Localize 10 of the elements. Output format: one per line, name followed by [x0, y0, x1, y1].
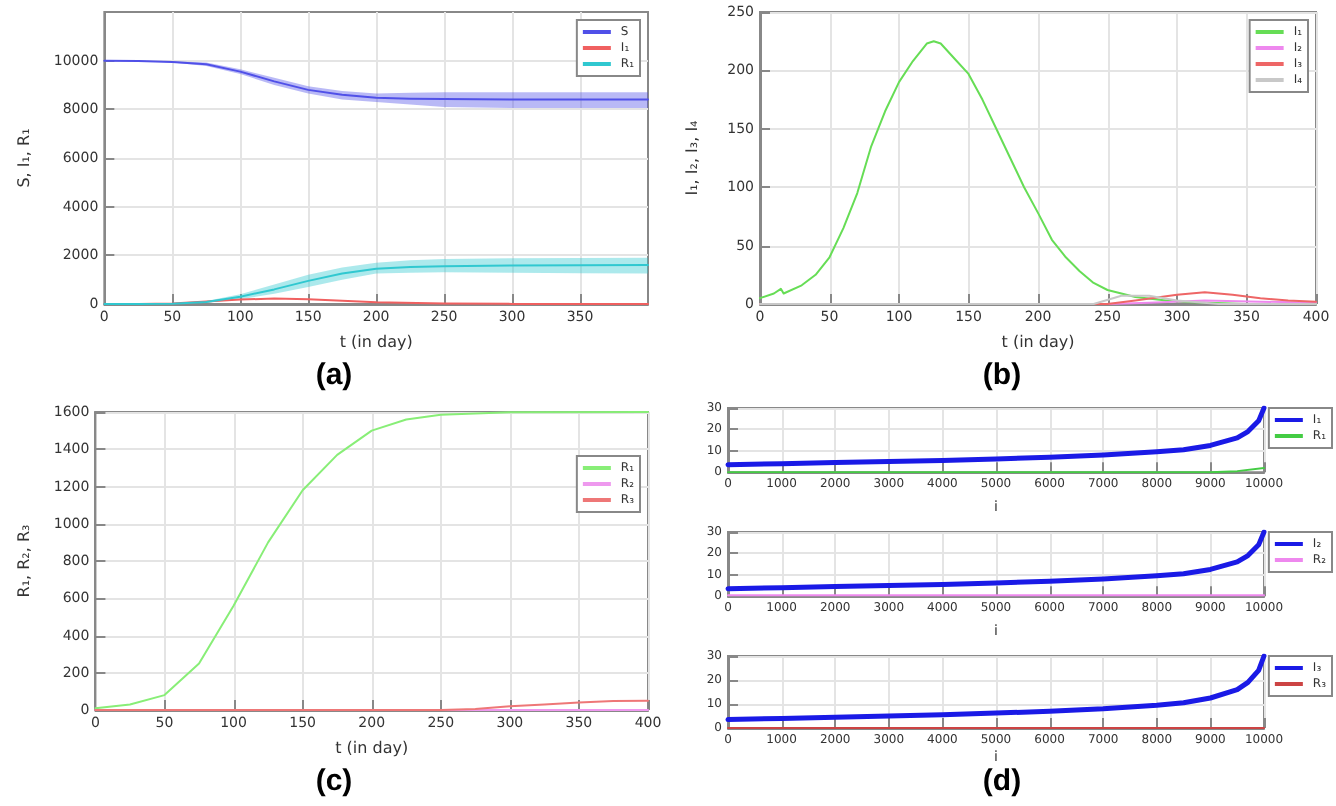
text: (d) [982, 764, 1022, 798]
text: (a) [315, 358, 353, 392]
text: (c) [315, 764, 353, 798]
y-axis-title: S, I₁, R₁ [15, 128, 33, 188]
x-axis-title: t (in day) [339, 332, 413, 351]
text: (b) [982, 358, 1022, 392]
y-axis-title: I₁, I₂, I₃, I₄ [683, 120, 701, 196]
y-axis-title: R₁, R₂, R₃ [15, 524, 33, 598]
x-axis-title: t (in day) [1001, 332, 1075, 351]
x-axis-title: t (in day) [335, 738, 409, 757]
